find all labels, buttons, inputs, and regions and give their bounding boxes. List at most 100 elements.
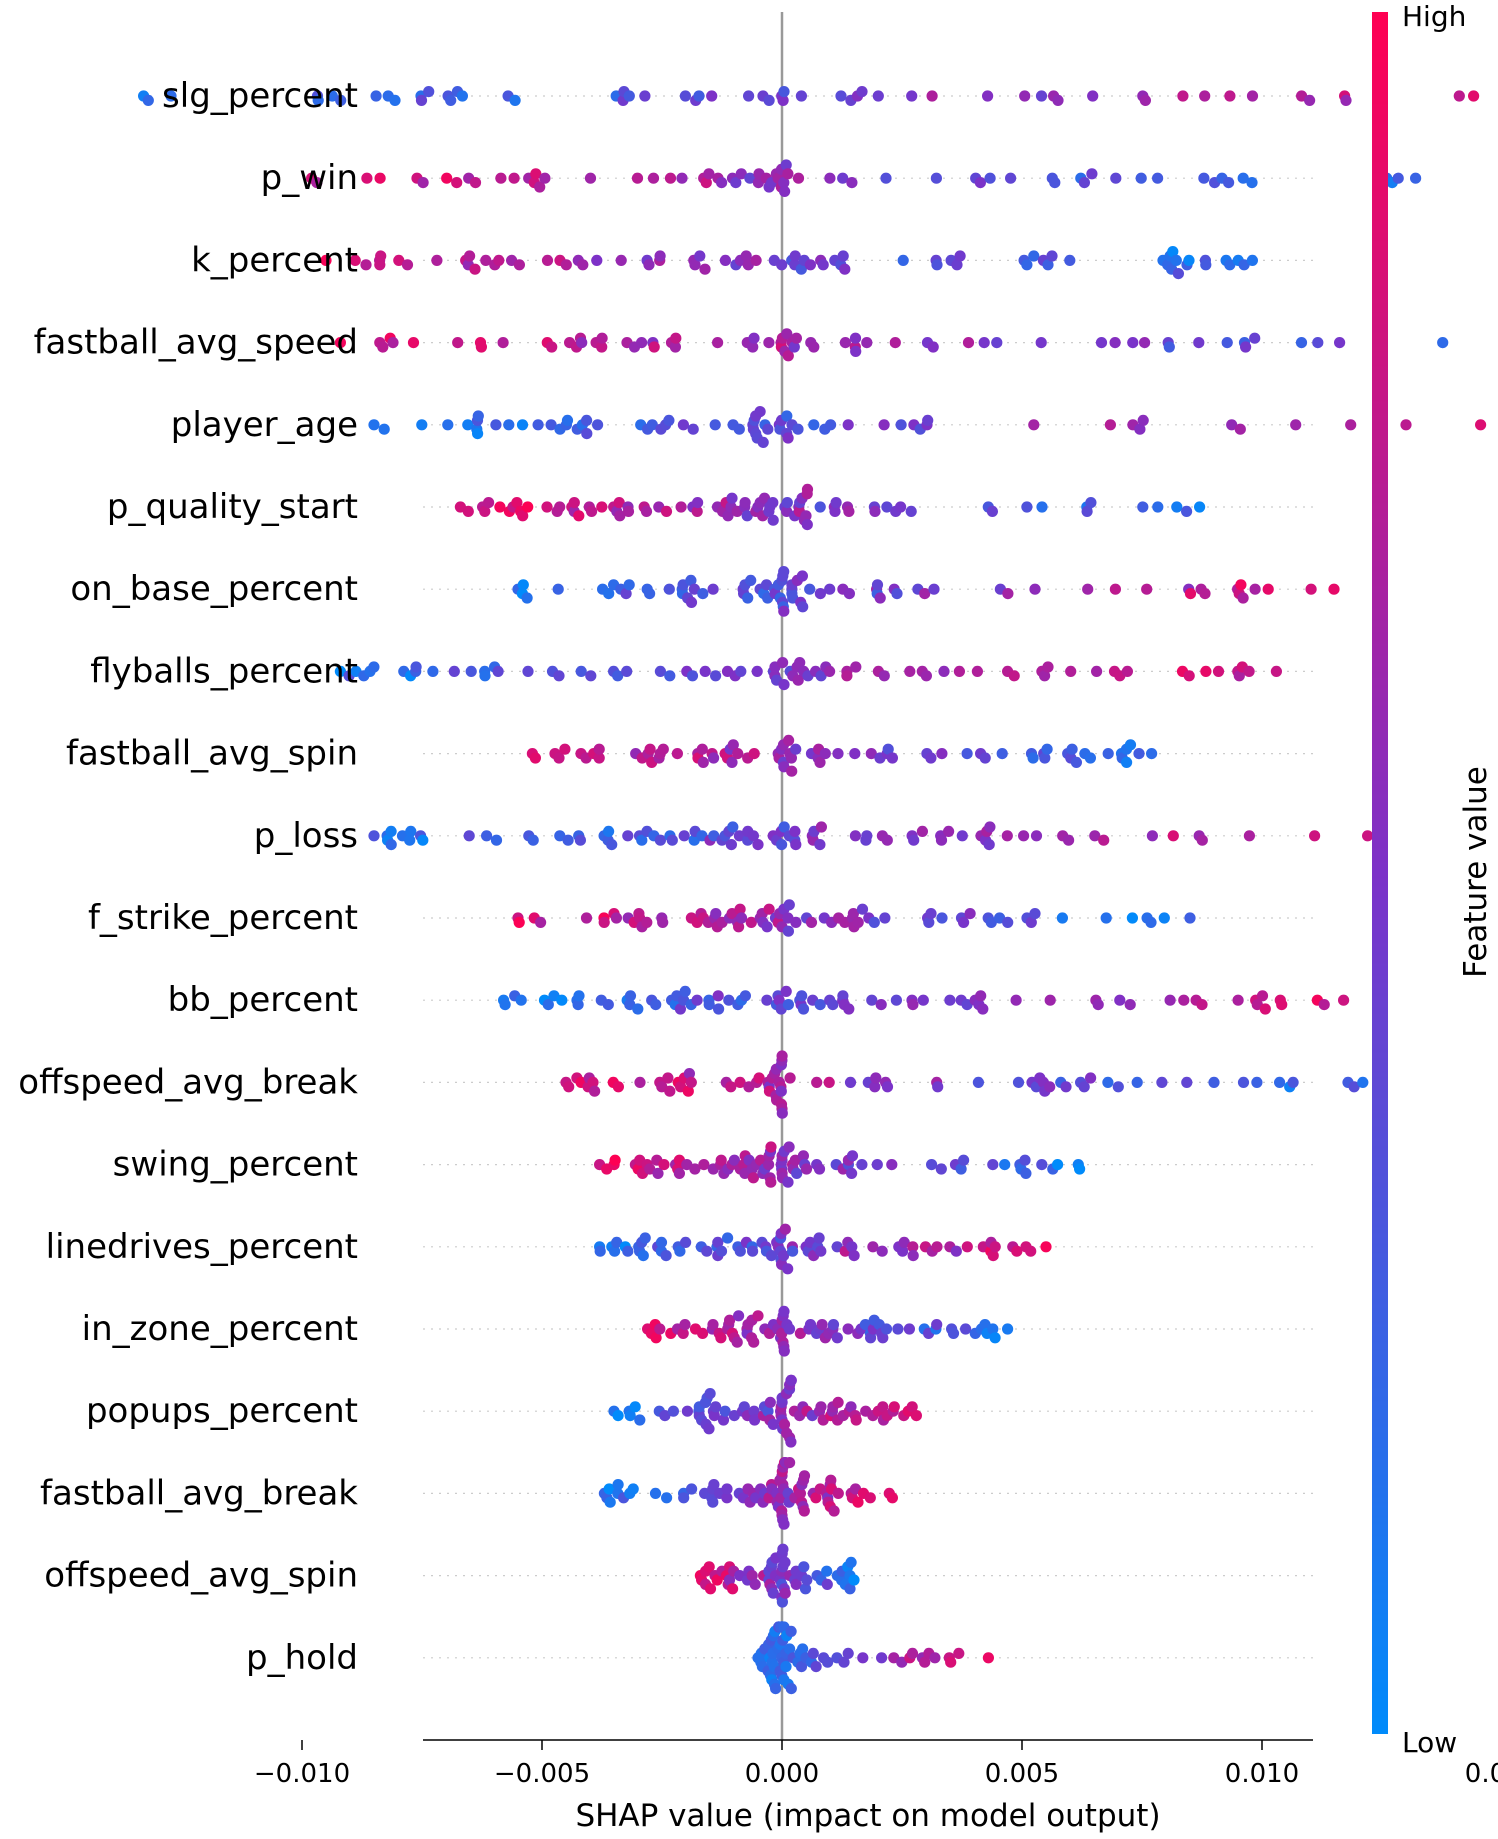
shap-point bbox=[686, 670, 699, 682]
feature-label: p_loss bbox=[254, 816, 358, 856]
shap-point bbox=[1348, 1081, 1360, 1093]
shap-point bbox=[663, 583, 675, 595]
shap-point bbox=[1145, 916, 1157, 929]
shap-point bbox=[1092, 999, 1104, 1011]
shap-point bbox=[594, 1245, 606, 1257]
shap-point bbox=[845, 1556, 857, 1568]
shap-point bbox=[1066, 743, 1078, 755]
shap-point bbox=[843, 588, 856, 600]
shap-point bbox=[865, 748, 877, 760]
shap-point bbox=[1046, 250, 1058, 262]
shap-point bbox=[944, 994, 956, 1006]
shap-point bbox=[708, 1410, 720, 1422]
shap-point bbox=[545, 419, 557, 431]
shap-point bbox=[671, 748, 684, 760]
shap-point bbox=[780, 1661, 792, 1673]
shap-point bbox=[906, 90, 918, 102]
shap-point bbox=[1089, 830, 1101, 842]
shap-point bbox=[931, 259, 943, 271]
shap-point bbox=[334, 665, 346, 678]
shap-point bbox=[1276, 999, 1288, 1011]
shap-point bbox=[715, 1332, 727, 1344]
shap-point bbox=[1134, 423, 1146, 435]
feature-label: fastball_avg_speed bbox=[34, 323, 358, 363]
shap-point bbox=[1181, 505, 1193, 517]
shap-point bbox=[535, 916, 547, 929]
shap-point bbox=[1102, 748, 1114, 760]
shap-point bbox=[532, 419, 544, 431]
shap-point bbox=[782, 350, 794, 362]
shap-point bbox=[715, 1245, 728, 1257]
shap-point bbox=[784, 1072, 796, 1084]
shap-point bbox=[867, 1241, 879, 1253]
shap-point bbox=[1237, 1076, 1250, 1088]
shap-point bbox=[490, 419, 502, 431]
shap-point bbox=[596, 501, 608, 513]
shap-point bbox=[780, 985, 792, 998]
shap-point bbox=[782, 1263, 794, 1275]
x-tick-label: −0.005 bbox=[494, 1759, 590, 1789]
shap-point bbox=[1328, 583, 1340, 595]
shap-point bbox=[609, 1154, 621, 1166]
shap-point bbox=[1060, 1081, 1072, 1093]
shap-point bbox=[906, 1401, 918, 1413]
shap-point bbox=[778, 1305, 790, 1317]
shap-point bbox=[612, 1081, 625, 1093]
shap-point bbox=[1064, 254, 1076, 266]
shap-point bbox=[417, 834, 429, 846]
shap-point bbox=[785, 752, 798, 764]
shap-point bbox=[708, 1479, 720, 1491]
shap-point bbox=[622, 505, 635, 517]
shap-point bbox=[715, 1154, 727, 1166]
shap-point bbox=[825, 1474, 837, 1486]
shap-point bbox=[1290, 419, 1302, 431]
shap-point bbox=[686, 1483, 698, 1495]
shap-point bbox=[765, 1141, 777, 1153]
shap-point bbox=[1102, 1076, 1114, 1088]
x-tick-label: 0.005 bbox=[985, 1759, 1059, 1789]
shap-point bbox=[401, 259, 414, 271]
shap-point bbox=[494, 501, 506, 513]
shap-point bbox=[778, 1418, 791, 1430]
shap-point bbox=[1035, 90, 1048, 102]
shap-point bbox=[1184, 588, 1197, 600]
shap-point bbox=[828, 1505, 840, 1517]
shap-point bbox=[832, 748, 844, 760]
shap-point bbox=[945, 1656, 957, 1668]
shap-point bbox=[493, 254, 505, 266]
shap-point bbox=[925, 908, 937, 920]
colorbar bbox=[1372, 12, 1388, 1734]
shap-point bbox=[1095, 337, 1108, 349]
shap-point bbox=[1052, 1159, 1064, 1171]
shap-point bbox=[798, 1505, 810, 1517]
shap-point bbox=[596, 341, 608, 353]
shap-point bbox=[765, 1250, 778, 1262]
shap-point bbox=[790, 332, 803, 344]
shap-point bbox=[870, 1072, 882, 1084]
shap-point bbox=[889, 337, 901, 349]
shap-point bbox=[591, 254, 603, 266]
shap-point bbox=[522, 501, 534, 513]
feature-label: fastball_avg_spin bbox=[66, 734, 358, 774]
shap-point bbox=[726, 756, 738, 769]
shap-point bbox=[964, 908, 976, 920]
shap-point bbox=[843, 505, 855, 517]
shap-point bbox=[679, 985, 691, 998]
shap-point bbox=[575, 665, 587, 678]
shap-point bbox=[871, 579, 884, 591]
shap-point bbox=[880, 172, 892, 184]
shap-point bbox=[927, 341, 939, 353]
shap-point bbox=[815, 1245, 827, 1257]
shap-point bbox=[1049, 177, 1061, 189]
shap-point bbox=[612, 670, 624, 682]
shap-point bbox=[727, 1583, 739, 1595]
shap-point bbox=[563, 1081, 575, 1093]
shap-point bbox=[572, 999, 584, 1011]
shap-point bbox=[928, 583, 940, 595]
shap-point bbox=[1410, 172, 1422, 184]
shap-point bbox=[801, 1574, 813, 1586]
shap-point bbox=[956, 830, 968, 842]
feature-label: offspeed_avg_spin bbox=[44, 1556, 358, 1596]
shap-point bbox=[1256, 990, 1269, 1002]
